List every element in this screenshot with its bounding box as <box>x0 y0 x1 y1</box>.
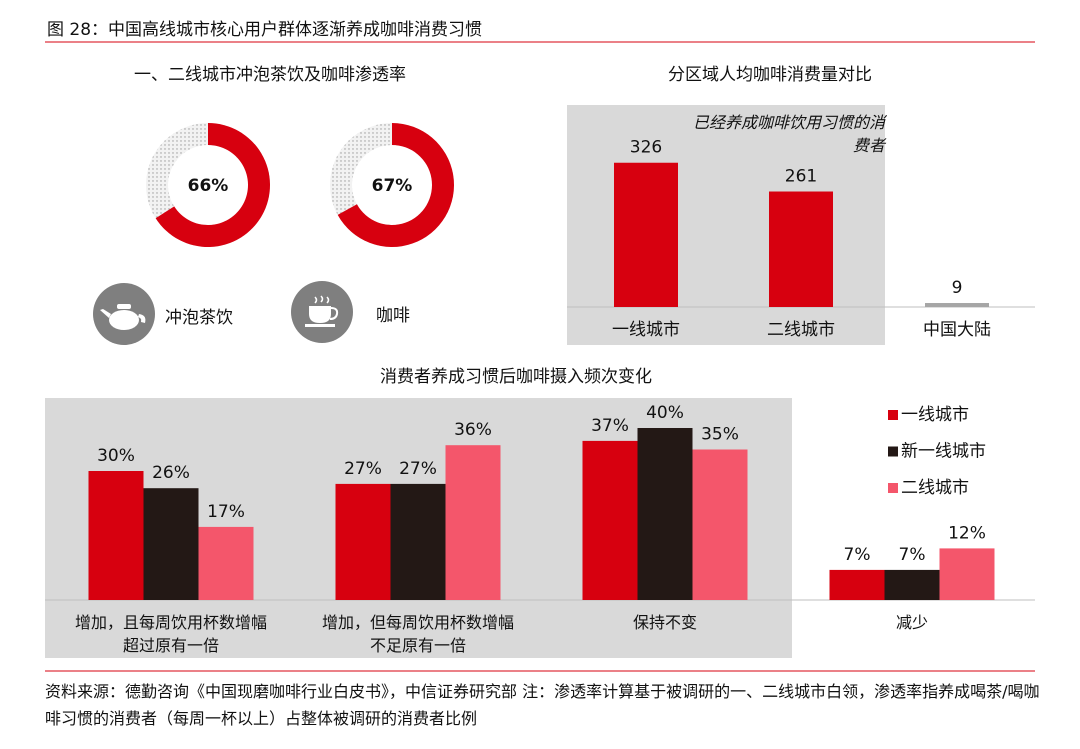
value-label: 27% <box>399 459 437 479</box>
category-label: 咖啡 <box>376 306 410 326</box>
legend-swatch <box>888 483 898 493</box>
value-label: 27% <box>344 459 382 479</box>
value-label: 67% <box>372 176 413 196</box>
donut-segment <box>155 123 270 248</box>
value-label: 326 <box>630 138 662 158</box>
bar <box>692 449 748 600</box>
value-label: 36% <box>454 420 492 440</box>
annotation: 已经养成咖啡饮用习惯的消费者 <box>692 113 885 155</box>
value-label: 26% <box>152 463 190 483</box>
legend-label: 二线城市 <box>901 478 969 498</box>
source-note: 资料来源：德勤咨询《中国现磨咖啡行业白皮书》，中信证券研究部 注：渗透率计算基于… <box>45 682 1040 728</box>
value-label: 40% <box>646 403 684 423</box>
value-label: 30% <box>97 446 135 466</box>
legend-label: 新一线城市 <box>901 442 986 462</box>
tea-icon <box>93 283 155 345</box>
bar <box>198 526 254 600</box>
value-label: 12% <box>948 523 986 543</box>
x-tick-label: 增加，但每周饮用杯数增幅不足原有一倍 <box>321 613 514 655</box>
chart-title: 消费者养成习惯后咖啡摄入频次变化 <box>380 367 652 387</box>
legend-label: 一线城市 <box>901 405 969 425</box>
coffee-icon <box>291 281 353 343</box>
chart-title: 一、二线城市冲泡茶饮及咖啡渗透率 <box>134 65 406 85</box>
chart-title: 分区域人均咖啡消费量对比 <box>668 65 872 85</box>
value-label: 261 <box>785 167 817 187</box>
bar <box>829 569 885 600</box>
x-tick-label: 保持不变 <box>632 613 697 632</box>
bar <box>143 488 199 600</box>
x-tick-label: 增加，且每周饮用杯数增幅超过原有一倍 <box>74 613 267 655</box>
x-tick-label: 二线城市 <box>767 320 835 340</box>
legend-swatch <box>888 410 898 420</box>
donut-segment <box>337 123 455 247</box>
bar <box>390 483 446 600</box>
bar <box>939 548 995 600</box>
bar <box>925 303 989 307</box>
bar <box>88 471 144 600</box>
figure-title: 图 28：中国高线城市核心用户群体逐渐养成咖啡消费习惯 <box>47 20 482 40</box>
value-label: 37% <box>591 416 629 436</box>
bar <box>637 428 693 600</box>
bar <box>614 162 678 307</box>
bar <box>582 440 638 600</box>
value-label: 17% <box>207 502 245 522</box>
category-label: 冲泡茶饮 <box>165 308 233 328</box>
bar <box>335 483 391 600</box>
legend-swatch <box>888 446 898 457</box>
x-tick-label: 减少 <box>895 613 928 632</box>
bar <box>884 569 940 600</box>
value-label: 66% <box>188 176 229 196</box>
bar <box>445 445 501 600</box>
x-tick-label: 一线城市 <box>612 320 680 340</box>
x-tick-label: 中国大陆 <box>923 320 991 340</box>
value-label: 9 <box>952 278 963 298</box>
value-label: 35% <box>701 425 739 445</box>
bar <box>769 191 833 307</box>
value-label: 7% <box>844 545 871 565</box>
value-label: 7% <box>899 545 926 565</box>
